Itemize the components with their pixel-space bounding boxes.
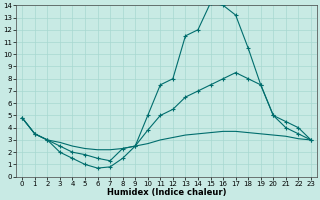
X-axis label: Humidex (Indice chaleur): Humidex (Indice chaleur): [107, 188, 226, 197]
